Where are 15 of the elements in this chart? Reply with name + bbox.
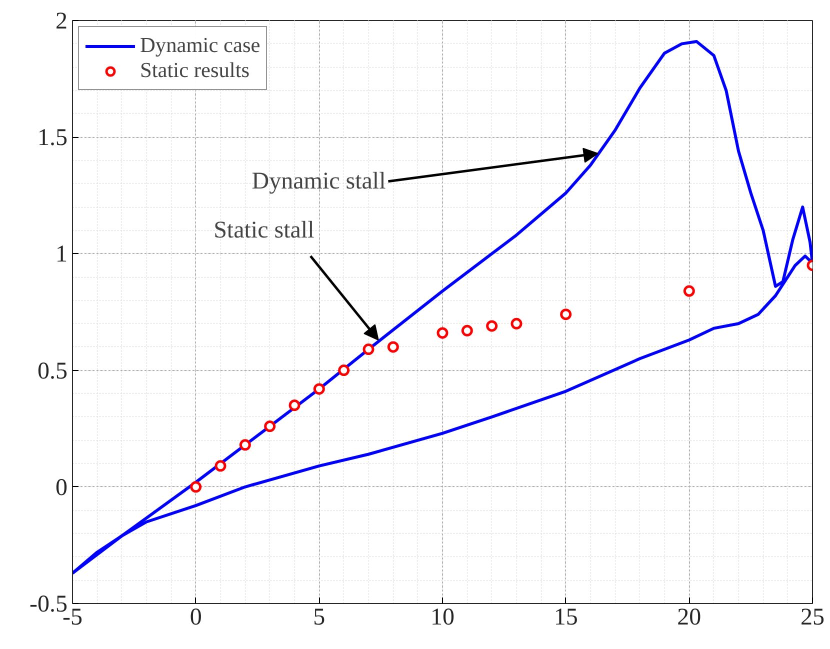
x-tick-label: 20 <box>677 604 702 630</box>
x-tick-label: 5 <box>313 604 326 630</box>
legend-label: Dynamic case <box>140 33 260 58</box>
annotation: Static stall <box>214 217 315 244</box>
x-tick-label: 0 <box>190 604 202 630</box>
x-tick-label: 25 <box>800 604 824 630</box>
x-tick-label: 10 <box>430 604 454 630</box>
y-tick-label: 1 <box>56 242 68 268</box>
y-tick-label: 2 <box>56 8 68 34</box>
annotation: Dynamic stall <box>252 168 386 194</box>
y-tick-label: 1.5 <box>38 125 68 152</box>
legend-label: Static results <box>140 58 250 83</box>
y-tick-label: 0 <box>56 474 68 501</box>
x-tick-label: 15 <box>554 604 578 630</box>
y-tick-label: 0.5 <box>38 358 68 384</box>
